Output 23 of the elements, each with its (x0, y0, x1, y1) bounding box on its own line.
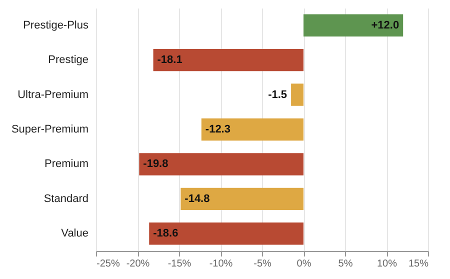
y-tick-label: Prestige (48, 54, 88, 66)
y-tick-label: Value (61, 228, 88, 240)
y-tick-label: Prestige-Plus (23, 19, 89, 32)
data-label: -19.8 (143, 158, 168, 170)
x-tick-label: -25% (96, 258, 120, 270)
y-tick-label: Premium (44, 158, 88, 170)
data-label: -18.1 (157, 54, 182, 66)
y-tick-label: Ultra-Premium (18, 88, 88, 101)
y-tick-label: Super-Premium (11, 124, 88, 136)
data-label: +12.0 (371, 19, 400, 32)
x-tick-label: 10% (376, 258, 398, 270)
x-tick-label: 5% (338, 258, 353, 270)
x-tick-label: 15% (408, 258, 429, 270)
x-tick-label: -20% (126, 258, 150, 270)
x-tick-label: -5% (254, 258, 272, 270)
data-label: -14.8 (184, 192, 210, 205)
data-label: -18.6 (153, 228, 178, 240)
x-tick-label: -10% (209, 258, 233, 270)
data-label: -1.5 (268, 88, 288, 101)
x-tick-label: 0% (296, 258, 312, 270)
x-tick-label: -15% (168, 258, 192, 270)
y-tick-label: Standard (44, 192, 88, 205)
data-label: -12.3 (205, 124, 230, 136)
